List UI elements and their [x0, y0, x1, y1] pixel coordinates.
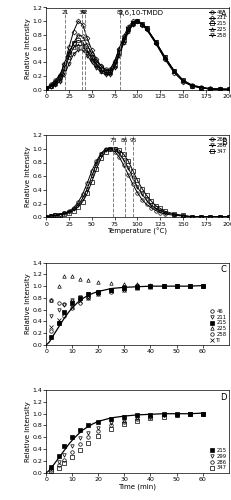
Text: 81: 81	[116, 10, 124, 16]
Legend: 215, 299, 286, 347: 215, 299, 286, 347	[209, 448, 227, 471]
Text: 73: 73	[109, 138, 117, 143]
Text: 86: 86	[121, 138, 128, 143]
Text: C: C	[221, 265, 227, 274]
Y-axis label: Relative Intensity: Relative Intensity	[25, 401, 31, 462]
Text: 39: 39	[78, 10, 85, 16]
Text: 95: 95	[129, 138, 137, 143]
Y-axis label: Relative Intensity: Relative Intensity	[25, 18, 31, 79]
Text: A: A	[221, 10, 227, 19]
Legend: 46, 211, 215, 225, 258, TI: 46, 211, 215, 225, 258, TI	[209, 308, 227, 344]
Text: 2,6,10-TMDD: 2,6,10-TMDD	[119, 10, 164, 16]
Text: B: B	[221, 138, 227, 146]
Text: 42: 42	[81, 10, 88, 16]
X-axis label: Temperature (°C): Temperature (°C)	[107, 228, 167, 235]
Text: D: D	[220, 392, 227, 402]
Text: 21: 21	[62, 10, 69, 16]
X-axis label: Time (min): Time (min)	[119, 483, 156, 490]
Y-axis label: Relative Intensity: Relative Intensity	[25, 274, 31, 334]
Legend: 46, 211, 215, 225, 258: 46, 211, 215, 225, 258	[208, 9, 227, 38]
Legend: 269, 286, 347: 269, 286, 347	[208, 136, 227, 154]
Y-axis label: Relative Intensity: Relative Intensity	[25, 146, 31, 206]
